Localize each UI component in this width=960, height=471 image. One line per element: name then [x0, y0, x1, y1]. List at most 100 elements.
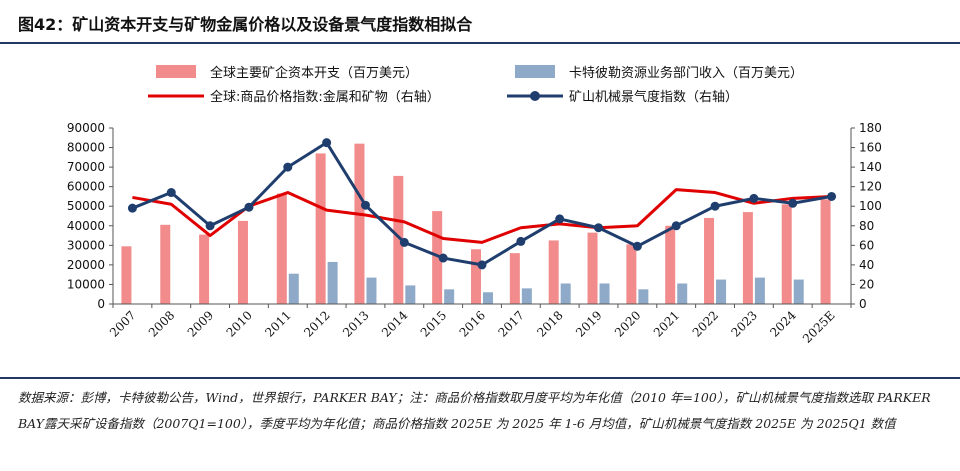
y-tick-label: 70000 — [67, 160, 105, 174]
bar-cat-revenue — [754, 277, 765, 304]
y-tick-label: 40000 — [67, 219, 105, 233]
x-tick-label: 2025E — [800, 308, 838, 346]
bar-cat-revenue — [793, 279, 804, 304]
point-equipment-index — [283, 162, 293, 172]
bar-capex — [820, 199, 831, 304]
point-equipment-index — [477, 260, 487, 270]
bar-cat-revenue — [483, 292, 493, 304]
line-commodity-index — [132, 188, 832, 244]
bar-cat-revenue — [599, 283, 610, 304]
x-tick-label: 2015 — [418, 308, 449, 339]
x-tick-label: 2017 — [495, 308, 526, 339]
point-equipment-index — [827, 191, 837, 201]
point-equipment-index — [166, 188, 176, 198]
x-tick-label: 2011 — [262, 308, 293, 339]
x-tick-label: 2016 — [457, 308, 488, 339]
x-tick-label: 2010 — [224, 308, 255, 339]
legend-marker — [530, 91, 540, 101]
bar-cat-revenue — [288, 273, 299, 304]
line-equipment-index — [131, 141, 832, 267]
bar-capex — [665, 225, 676, 304]
bar-capex — [587, 232, 598, 304]
bar-capex — [781, 204, 792, 304]
x-tick-label: 2009 — [185, 308, 216, 339]
y2-tick-label: 140 — [859, 160, 882, 174]
point-equipment-index — [749, 193, 759, 203]
x-tick-label: 2008 — [146, 308, 177, 339]
y2-tick-label: 160 — [859, 141, 882, 155]
point-equipment-index — [438, 253, 448, 263]
bar-capex — [160, 224, 171, 304]
legend: 全球主要矿企资本开支（百万美元） 卡特彼勒资源业务部门收入（百万美元） 全球:商品价… — [148, 65, 803, 105]
legend-label: 卡特彼勒资源业务部门收入（百万美元） — [569, 65, 803, 81]
bar-capex — [704, 217, 715, 304]
bar-cat-revenue — [716, 279, 727, 304]
bar-capex — [742, 212, 753, 304]
bar-capex — [509, 253, 520, 304]
page-title: 图42：矿山资本开支与矿物金属价格以及设备景气度指数相拟合 — [18, 15, 473, 34]
point-equipment-index — [360, 200, 370, 210]
point-equipment-index — [244, 202, 254, 212]
y2-tick-label: 40 — [859, 258, 874, 272]
bar-cat-revenue — [560, 283, 571, 304]
line-layer — [127, 138, 837, 270]
point-equipment-index — [399, 237, 409, 247]
y2-tick-label: 100 — [859, 199, 882, 213]
bar-capex — [354, 143, 365, 304]
y-tick-label: 90000 — [67, 121, 105, 135]
x-tick-label: 2023 — [729, 308, 760, 339]
bar-cat-revenue — [521, 288, 532, 304]
axes: 0 10000 20000 30000 40000 50000 60000 70000 8000… — [67, 121, 882, 346]
y-tick-label: 20000 — [67, 258, 105, 272]
legend-label: 矿山机械景气度指数（右轴） — [569, 89, 738, 105]
source-note: 数据来源：彭博，卡特彼勒公告，Wind，世界银行，PARKER BAY；注：商品… — [18, 390, 931, 431]
x-tick-label: 2007 — [107, 308, 138, 339]
bar-capex — [432, 211, 443, 304]
point-equipment-index — [322, 138, 332, 148]
point-equipment-index — [788, 198, 798, 208]
x-tick-label: 2012 — [301, 308, 332, 339]
y-tick-label: 80000 — [67, 141, 105, 155]
x-tick-label: 2020 — [612, 308, 643, 339]
y-tick-label: 60000 — [67, 180, 105, 194]
x-tick-label: 2014 — [379, 308, 411, 340]
bar-capex — [471, 249, 481, 304]
x-tick-label: 2022 — [690, 308, 721, 339]
bar-capex — [626, 244, 637, 304]
y2-tick-label: 180 — [859, 121, 882, 135]
bar-capex — [237, 220, 248, 304]
bar-capex — [548, 240, 559, 304]
point-equipment-index — [127, 203, 137, 213]
y-tick-label: 30000 — [67, 238, 105, 252]
bar-cat-revenue — [405, 285, 416, 304]
bar-cat-revenue — [366, 277, 377, 304]
x-tick-label: 2021 — [651, 308, 682, 339]
point-equipment-index — [205, 221, 215, 231]
point-equipment-index — [594, 223, 604, 233]
x-tick-label: 2018 — [534, 308, 565, 339]
legend-swatch — [515, 65, 555, 78]
source-divider — [0, 377, 960, 379]
legend-label: 全球:商品价格指数:金属和矿物（右轴） — [210, 89, 440, 105]
bar-cat-revenue — [327, 261, 338, 304]
y2-tick-label: 120 — [859, 180, 882, 194]
x-tick-label: 2013 — [340, 308, 371, 339]
point-equipment-index — [555, 214, 565, 224]
point-equipment-index — [516, 236, 526, 246]
x-tick-label: 2019 — [573, 308, 604, 339]
bar-capex — [315, 153, 326, 304]
y-tick-label: 0 — [97, 297, 105, 311]
bar-cat-revenue — [677, 283, 688, 304]
legend-label: 全球主要矿企资本开支（百万美元） — [210, 65, 418, 81]
bar-capex — [121, 246, 132, 304]
point-equipment-index — [671, 221, 681, 231]
y-tick-label: 10000 — [67, 277, 105, 291]
bar-layer — [121, 143, 831, 304]
y2-tick-label: 80 — [859, 219, 874, 233]
y2-tick-label: 0 — [859, 297, 867, 311]
bar-cat-revenue — [444, 289, 455, 304]
x-tick-label: 2024 — [767, 308, 799, 340]
title-bar: 图42：矿山资本开支与矿物金属价格以及设备景气度指数相拟合 — [0, 0, 960, 44]
legend-swatch — [156, 65, 196, 78]
combo-chart: 全球主要矿企资本开支（百万美元） 卡特彼勒资源业务部门收入（百万美元） 全球:商品价… — [67, 65, 882, 346]
